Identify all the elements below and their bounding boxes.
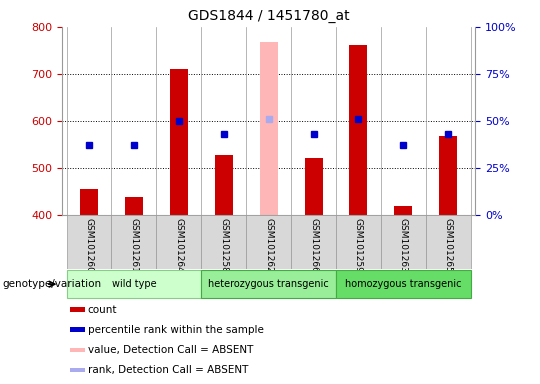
Bar [157,215,201,269]
Text: GSM101259: GSM101259 [354,218,363,273]
Bar [70,307,85,312]
Bar [381,215,426,269]
Bar [111,215,157,269]
Text: GSM101261: GSM101261 [130,218,138,273]
Text: count: count [87,305,117,314]
Text: wild type: wild type [112,279,156,289]
Text: homozygous transgenic: homozygous transgenic [345,279,462,289]
Bar [80,189,98,215]
Text: GSM101262: GSM101262 [264,218,273,273]
Text: percentile rank within the sample: percentile rank within the sample [87,325,264,335]
Bar [439,136,457,215]
Text: value, Detection Call = ABSENT: value, Detection Call = ABSENT [87,345,253,355]
Bar [215,155,233,215]
Bar [66,215,111,269]
Bar [201,270,336,298]
Bar [394,206,413,215]
Text: GSM101260: GSM101260 [85,218,93,273]
Bar [66,270,201,298]
Bar [70,367,85,372]
Title: GDS1844 / 1451780_at: GDS1844 / 1451780_at [188,9,349,23]
Bar [70,327,85,332]
Bar [170,69,188,215]
Bar [201,215,246,269]
Bar [291,215,336,269]
Text: GSM101264: GSM101264 [174,218,184,273]
Text: heterozygous transgenic: heterozygous transgenic [208,279,329,289]
Bar [246,215,291,269]
Bar [70,348,85,353]
Text: rank, Detection Call = ABSENT: rank, Detection Call = ABSENT [87,365,248,375]
Bar [426,215,471,269]
Text: GSM101266: GSM101266 [309,218,318,273]
Text: GSM101258: GSM101258 [219,218,228,273]
Text: genotype/variation: genotype/variation [3,279,102,289]
Bar [336,215,381,269]
Text: GSM101263: GSM101263 [399,218,408,273]
Bar [125,197,143,215]
Bar [305,158,322,215]
Bar [349,45,367,215]
Text: GSM101265: GSM101265 [444,218,453,273]
Bar [260,42,278,215]
Bar [336,270,471,298]
